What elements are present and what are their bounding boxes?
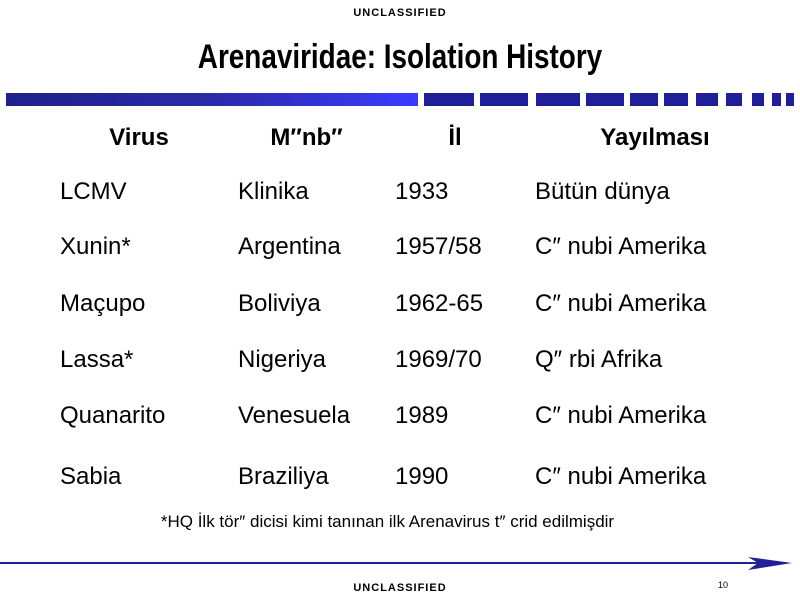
- cell-country: Nigeriya: [238, 346, 327, 373]
- title-divider-bar: [0, 93, 800, 106]
- table-row: Xunin* Argentina 1957/58 C″ nubi Amerika: [50, 218, 785, 276]
- slide-title: Arenaviridae: Isolation History: [197, 38, 603, 76]
- divider-segment: [772, 93, 781, 106]
- cell-year: 1962-65: [395, 290, 484, 317]
- arrow-icon: [748, 557, 792, 570]
- cell-virus: Lassa*: [60, 346, 134, 373]
- header-year: İl: [448, 124, 462, 151]
- cell-year: 1957/58: [395, 233, 482, 260]
- cell-year: 1933: [395, 178, 449, 205]
- divider-segment: [664, 93, 688, 106]
- table-header-row: Virus M″nb″ İl Yayılması: [50, 110, 785, 166]
- cell-country: Argentina: [238, 233, 341, 260]
- table-row: Maçupo Boliviya 1962-65 C″ nubi Amerika: [50, 276, 785, 332]
- cell-virus: Sabia: [60, 463, 122, 490]
- divider-segment: [630, 93, 658, 106]
- cell-virus: Xunin*: [60, 233, 131, 260]
- table-row: Lassa* Nigeriya 1969/70 Q″ rbi Afrika: [50, 332, 785, 388]
- cell-year: 1969/70: [395, 346, 482, 373]
- footnote: *HQ İlk tör″ dicisi kimi tanınan ilk Are…: [160, 512, 615, 531]
- divider-segment: [786, 93, 794, 106]
- header-virus: Virus: [109, 124, 169, 151]
- classification-bottom: UNCLASSIFIED: [353, 582, 447, 594]
- cell-distribution: C″ nubi Amerika: [535, 290, 707, 317]
- cell-country: Boliviya: [238, 290, 321, 317]
- divider-segment: [480, 93, 528, 106]
- divider-segment: [726, 93, 742, 106]
- divider-segment: [536, 93, 580, 106]
- cell-country: Venesuela: [238, 402, 351, 429]
- isolation-history-table: Virus M″nb″ İl Yayılması LCMV Klinika 19…: [50, 110, 785, 510]
- table-row: LCMV Klinika 1933 Bütün dünya: [50, 166, 785, 218]
- cell-distribution: C″ nubi Amerika: [535, 463, 707, 490]
- cell-distribution: Q″ rbi Afrika: [535, 346, 663, 373]
- cell-distribution: C″ nubi Amerika: [535, 233, 707, 260]
- table-row: Quanarito Venesuela 1989 C″ nubi Amerika: [50, 388, 785, 444]
- divider-segment: [696, 93, 718, 106]
- bottom-arrow-line: [0, 557, 792, 570]
- divider-segment: [424, 93, 474, 106]
- page-number: 10: [718, 580, 729, 590]
- header-country: M″nb″: [270, 124, 343, 151]
- cell-virus: Quanarito: [60, 402, 166, 429]
- table-row: Sabia Braziliya 1990 C″ nubi Amerika: [50, 444, 785, 510]
- divider-segment: [586, 93, 624, 106]
- cell-year: 1989: [395, 402, 449, 429]
- divider-gradient: [6, 93, 418, 106]
- divider-segment: [752, 93, 764, 106]
- classification-top: UNCLASSIFIED: [353, 7, 447, 19]
- header-distribution: Yayılması: [600, 124, 710, 151]
- cell-year: 1990: [395, 463, 449, 490]
- cell-country: Klinika: [238, 178, 309, 205]
- cell-virus: LCMV: [60, 178, 127, 205]
- cell-country: Braziliya: [238, 463, 329, 490]
- cell-distribution: Bütün dünya: [535, 178, 670, 205]
- cell-distribution: C″ nubi Amerika: [535, 402, 707, 429]
- cell-virus: Maçupo: [60, 290, 146, 317]
